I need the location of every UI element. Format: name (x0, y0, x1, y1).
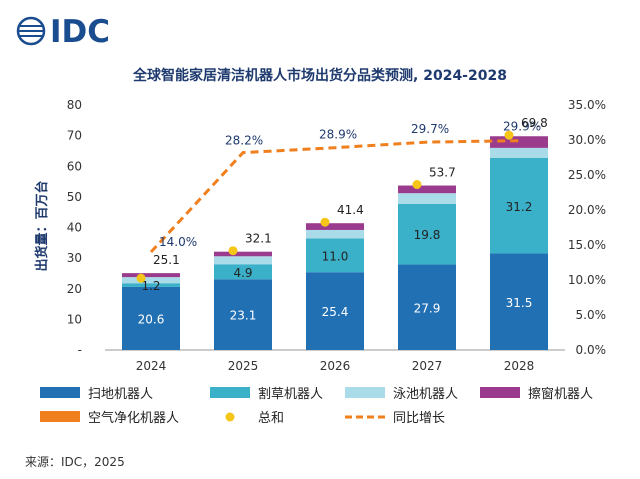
total-value-label: 53.7 (429, 166, 456, 180)
bar-value-label: 31.5 (506, 296, 533, 310)
y-tick-label: 80 (67, 98, 82, 112)
bar-segment (122, 283, 180, 287)
bar-segment (214, 251, 272, 257)
bar-labels: 20.6 1.2 23.1 4.9 25.4 11.0 27.9 19.8 31.5 31.2 (138, 200, 533, 327)
legend-label: 同比增长 (393, 411, 445, 426)
bar-segment (122, 273, 180, 278)
y2-tick-label: 25.0% (568, 168, 606, 182)
total-marker (504, 130, 514, 140)
bar-value-label: 19.8 (414, 228, 441, 242)
bar-segment (214, 264, 272, 280)
total-marker (228, 246, 238, 256)
y2-tick-label: 35.0% (568, 98, 606, 112)
total-value-label: 41.4 (337, 203, 364, 217)
bar-segment (490, 253, 548, 350)
legend-label: 空气净化机器人 (88, 410, 179, 426)
bar-segment (122, 286, 180, 350)
legend-label: 割草机器人 (258, 386, 323, 402)
y-tick-label: 10 (67, 312, 82, 326)
legend-label: 总和 (258, 411, 284, 426)
y-tick-label: 60 (67, 159, 82, 173)
x-tick-label: 2027 (412, 359, 443, 373)
total-marker (320, 217, 330, 227)
y2-tick-label: 10.0% (568, 273, 606, 287)
bar-value-label: 31.2 (506, 200, 533, 214)
totals: 25.1 32.1 41.4 53.7 69.8 (136, 116, 548, 283)
y-tick-label: 50 (67, 190, 82, 204)
chart-title: 全球智能家居清洁机器人市场出货分品类预测, 2024-2028 (132, 67, 507, 84)
legend-swatch (345, 387, 385, 398)
bar-segment (306, 238, 364, 273)
left-axis: - 10 20 30 40 50 60 70 80 (67, 98, 82, 357)
x-tick-label: 2024 (136, 359, 167, 373)
y-tick-label: 20 (67, 282, 82, 296)
bar-value-label: 4.9 (233, 266, 252, 280)
growth-value-label: 28.2% (225, 134, 263, 148)
bar-segment (490, 157, 548, 254)
growth-line: 14.0% 28.2% 28.9% 29.7% 29.9% (149, 120, 541, 254)
bar-segment (398, 193, 456, 204)
total-value-label: 69.8 (521, 116, 548, 130)
right-axis: 0.0% 5.0% 10.0% 15.0% 20.0% 25.0% 30.0% 35.0% (568, 98, 606, 357)
y-tick-label: - (78, 343, 82, 357)
idc-logo: IDC (16, 14, 110, 50)
bar-segment (214, 279, 272, 350)
legend-label: 泳池机器人 (393, 387, 458, 402)
bar-value-label: 27.9 (414, 301, 441, 315)
growth-value-label: 28.9% (319, 128, 357, 142)
y-tick-label: 70 (67, 129, 82, 143)
growth-value-label: 29.7% (411, 122, 449, 136)
growth-value-label: 29.9% (503, 120, 541, 134)
legend-swatch (40, 411, 80, 422)
bar-value-label: 25.4 (322, 305, 349, 319)
bar-segment (398, 185, 456, 194)
bar-segment (306, 223, 364, 230)
total-marker (412, 180, 422, 190)
total-value-label: 32.1 (245, 232, 272, 246)
legend-swatch (40, 387, 80, 398)
bar-value-label: 1.2 (141, 279, 160, 293)
bar-segment (398, 203, 456, 265)
bar-value-label: 23.1 (230, 309, 257, 323)
x-tick-label: 2025 (228, 359, 259, 373)
y-tick-label: 40 (67, 221, 82, 235)
bar-segment (398, 264, 456, 350)
bar-segment (122, 277, 180, 284)
legend-swatch (225, 412, 235, 422)
x-tick-label: 2028 (504, 359, 535, 373)
bar-segment (306, 229, 364, 239)
bar-segment (214, 256, 272, 265)
legend-label: 擦窗机器人 (528, 386, 593, 402)
y2-tick-label: 20.0% (568, 203, 606, 217)
growth-value-label: 14.0% (159, 235, 197, 249)
growth-series-line (149, 139, 520, 254)
y-axis-label: 出货量：百万台 (34, 180, 50, 271)
idc-logo-text: IDC (50, 14, 110, 50)
legend-swatch (210, 387, 250, 398)
bar-segment (490, 136, 548, 148)
y2-tick-label: 0.0% (576, 343, 607, 357)
bars (122, 136, 548, 350)
bar-segment (490, 147, 548, 158)
y2-tick-label: 30.0% (568, 133, 606, 147)
legend-swatch (480, 387, 520, 398)
bar-segment (306, 272, 364, 350)
bar-value-label: 20.6 (138, 312, 165, 326)
bar-value-label: 11.0 (322, 249, 349, 263)
legend-label: 扫地机器人 (88, 387, 153, 402)
total-marker (136, 273, 146, 283)
y-tick-label: 30 (67, 251, 82, 265)
x-tick-label: 2026 (320, 359, 351, 373)
y2-tick-label: 15.0% (568, 238, 606, 252)
source-note: 来源：IDC，2025 (25, 455, 125, 469)
total-value-label: 25.1 (153, 253, 180, 267)
y2-tick-label: 5.0% (576, 308, 607, 322)
